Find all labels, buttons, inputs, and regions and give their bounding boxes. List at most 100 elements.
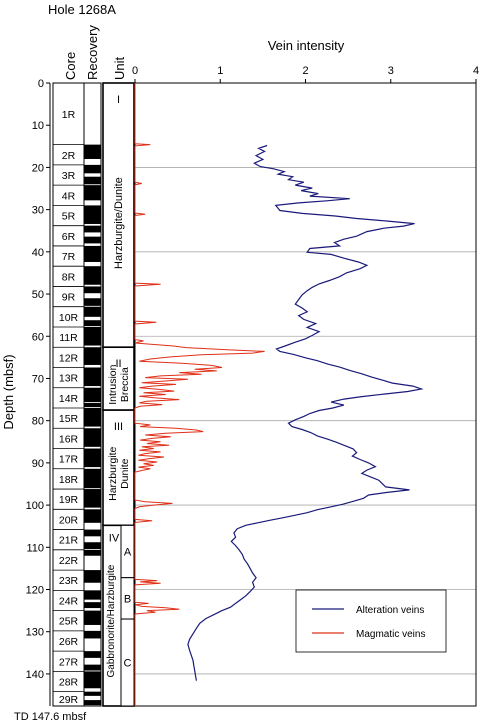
core-label: 21R [59,535,79,547]
core-label: 13R [59,373,79,385]
core-label: 10R [59,312,79,324]
x-tick-label: 2 [302,65,308,77]
y-tick-label: 110 [26,542,44,554]
x-tick-label: 3 [388,65,394,77]
y-tick-label: 10 [32,120,44,132]
core-label: 22R [59,555,79,567]
y-tick-label: 100 [26,500,44,512]
recovery-interval [84,306,101,317]
recovery-interval [84,185,101,201]
core-label: 19R [59,494,79,506]
recovery-interval [84,671,101,689]
recovery-interval [84,245,101,262]
recovery-interval [84,144,101,159]
legend-box [295,589,447,653]
unit-header: Unit [112,56,127,80]
y-tick-label: 20 [32,162,44,174]
recovery-header: Recovery [85,25,100,80]
recovery-interval [84,326,101,346]
recovery-interval [84,402,101,408]
x-axis-title: Vein intensity [268,38,345,53]
recovery-interval [84,236,101,244]
unit-roman-label: II [115,358,121,370]
recovery-interval [84,298,101,306]
core-label: 11R [59,332,78,344]
recovery-interval [84,176,101,185]
core-header: Core [63,52,78,80]
core-label: 12R [59,352,79,364]
recovery-interval [84,428,101,447]
core-label: 3R [62,170,76,182]
core-column-frame [52,82,85,707]
legend-label-magmatic: Magmatic veins [356,629,425,640]
recovery-interval [84,542,101,549]
unit-roman-label: IV [109,532,120,544]
recovery-interval [84,529,101,537]
y-tick-label: 60 [32,331,44,343]
y-tick-label: 80 [32,416,44,428]
recovery-interval [84,448,101,468]
core-label: 23R [59,575,79,587]
core-label: 25R [59,616,79,628]
series-magmatic-veins [134,83,265,706]
y-axis-title: Depth (mbsf) [1,354,16,429]
unit-name-line: Harzburgite [107,446,119,500]
core-label: 8R [62,271,76,283]
y-axis-ticks: 0 10 20 30 40 50 60 70 80 90 100 110 120 130 140 [26,78,51,706]
recovery-interval [84,225,101,233]
x-tick-label: 0 [132,65,138,77]
core-label: 4R [62,190,76,202]
x-tick-label: 4 [473,65,479,77]
recovery-interval [84,602,101,609]
y-tick-label: 140 [26,669,44,681]
recovery-interval [84,700,101,706]
recovery-interval [84,570,101,583]
gridlines [135,167,476,675]
unit-name-line: Intrusion [107,364,119,404]
core-label: 17R [59,454,79,466]
core-label: 24R [59,595,79,607]
series-alteration-veins [187,144,424,681]
unit-name-line: Breccia [119,367,131,402]
unit-box [102,346,135,411]
hole-label: Hole 1268A [48,2,116,17]
unit-box [102,409,135,527]
recovery-interval [84,347,101,365]
recovery-interval [84,367,101,387]
core-label: 26R [59,636,79,648]
recovery-interval [84,509,101,523]
x-axis-ticks: 0 1 2 3 4 [132,65,479,83]
y-tick-label: 120 [26,585,44,597]
core-label: 29R [59,694,79,706]
y-tick-label: 40 [32,247,44,259]
core-label: 15R [59,413,79,425]
recovery-column [83,82,102,707]
recovery-interval [84,164,101,174]
core-label: 5R [62,211,76,223]
plot-area [134,82,477,707]
recovery-interval [84,664,101,671]
recovery-interval [84,651,101,658]
subunit-label: A [124,547,132,559]
subunit-box [120,618,135,707]
core-label: 2R [62,150,76,162]
recovery-interval [84,205,101,224]
plot-frame [134,82,477,707]
legend-label-alteration: Alteration veins [356,605,424,616]
recovery-interval [84,266,101,285]
recovery-interval [84,691,101,696]
unit-roman-label: I [117,94,120,106]
core-label: 27R [59,656,79,668]
core-label: 6R [62,231,76,243]
core-label: 1R [62,109,76,121]
unit-box [102,82,135,349]
recovery-interval [84,408,101,427]
td-label: TD 147.6 mbsf [14,711,87,723]
legend: Alteration veins Magmatic veins [295,589,447,653]
recovery-interval [84,610,101,625]
core-label: 20R [59,514,79,526]
core-label: 18R [59,474,79,486]
unit-name-line: Dunite [119,458,131,489]
